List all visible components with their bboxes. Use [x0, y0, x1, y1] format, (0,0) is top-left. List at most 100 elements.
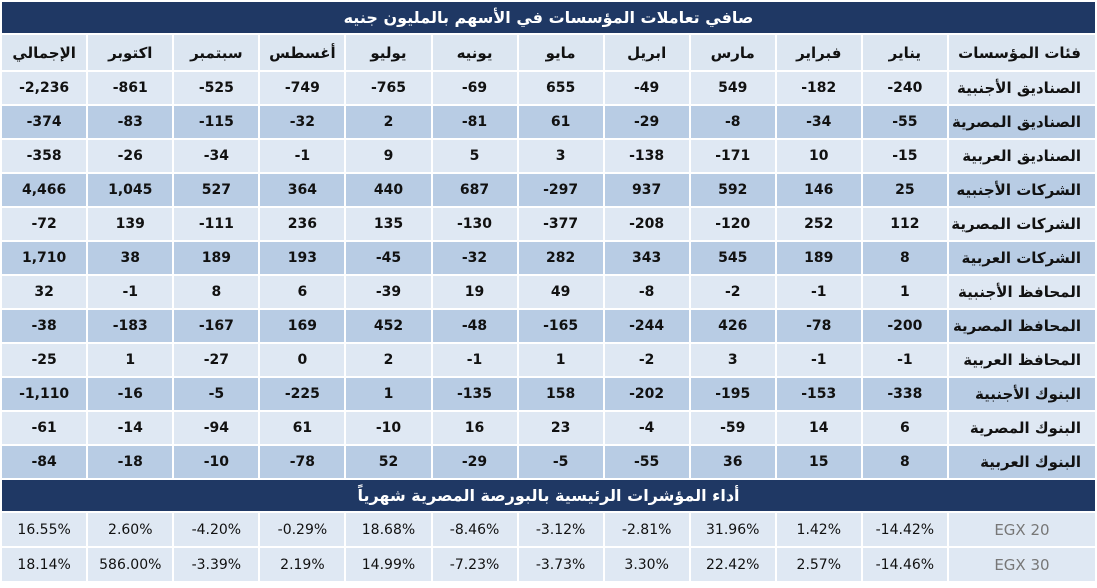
category-cell: المحافظ المصرية	[948, 310, 1095, 342]
value-cell: 236	[260, 208, 345, 240]
value-cell: -138	[604, 140, 689, 172]
value-cell: 0	[260, 344, 345, 376]
value-cell: -32	[260, 106, 345, 138]
value-cell: -1	[260, 140, 345, 172]
category-cell: المحافظ العربية	[948, 344, 1095, 376]
data-row: البنوك المصرية 6 14 -59 -4 23 16 -10 61 -94 -14 -61	[2, 412, 1095, 444]
value-cell: 426	[690, 310, 775, 342]
value-cell: -183	[88, 310, 173, 342]
category-cell: الصناديق العربية	[948, 140, 1095, 172]
index-value: 31.96%	[690, 513, 775, 546]
value-cell: 158	[518, 378, 603, 410]
section-title: أداء المؤشرات الرئيسية بالبورصة المصرية …	[2, 480, 1095, 511]
category-cell: الشركات العربية	[948, 242, 1095, 274]
index-value: 2.57%	[776, 548, 861, 581]
header-row: فئات المؤسسات يناير فبراير مارس ابريل مايو يون…	[2, 35, 1095, 70]
value-cell: -61	[2, 412, 87, 444]
value-cell: -29	[432, 446, 517, 478]
value-cell: -45	[346, 242, 431, 274]
value-cell: -4	[604, 412, 689, 444]
category-cell: الصناديق الأجنبية	[948, 72, 1095, 104]
value-cell: 1	[346, 378, 431, 410]
index-value: 3.30%	[604, 548, 689, 581]
value-cell: -195	[690, 378, 775, 410]
data-row: المحافظ المصرية -200 -78 426 -244 -165 -48 452 1…	[2, 310, 1095, 342]
value-cell: 655	[518, 72, 603, 104]
value-cell: -374	[2, 106, 87, 138]
index-value: -4.20%	[174, 513, 259, 546]
data-row: الشركات المصرية 112 252 -120 -208 -377 -130 135…	[2, 208, 1095, 240]
category-cell: البنوك المصرية	[948, 412, 1095, 444]
value-cell: -49	[604, 72, 689, 104]
value-cell: 36	[690, 446, 775, 478]
value-cell: 452	[346, 310, 431, 342]
column-header: فئات المؤسسات	[948, 35, 1095, 70]
category-cell: البنوك العربية	[948, 446, 1095, 478]
value-cell: 193	[260, 242, 345, 274]
value-cell: 10	[776, 140, 861, 172]
value-cell: 1,045	[88, 174, 173, 206]
value-cell: -171	[690, 140, 775, 172]
index-value: -3.39%	[174, 548, 259, 581]
value-cell: -83	[88, 106, 173, 138]
value-cell: -115	[174, 106, 259, 138]
value-cell: 15	[776, 446, 861, 478]
value-cell: 549	[690, 72, 775, 104]
value-cell: 545	[690, 242, 775, 274]
column-header: أغسطس	[260, 35, 345, 70]
value-cell: 592	[690, 174, 775, 206]
data-row: الصناديق العربية -15 10 -171 -138 3 5 9 -1 -34 -26…	[2, 140, 1095, 172]
value-cell: -10	[346, 412, 431, 444]
value-cell: -377	[518, 208, 603, 240]
column-header: اكتوبر	[88, 35, 173, 70]
value-cell: -78	[776, 310, 861, 342]
column-header: يوليو	[346, 35, 431, 70]
value-cell: -25	[2, 344, 87, 376]
value-cell: -182	[776, 72, 861, 104]
value-cell: 52	[346, 446, 431, 478]
value-cell: -749	[260, 72, 345, 104]
index-value: -3.73%	[518, 548, 603, 581]
index-name: EGX 30	[948, 548, 1095, 581]
value-cell: -225	[260, 378, 345, 410]
value-cell: -5	[174, 378, 259, 410]
value-cell: -29	[604, 106, 689, 138]
column-header: يونيه	[432, 35, 517, 70]
value-cell: -34	[776, 106, 861, 138]
table-title: صافي تعاملات المؤسسات في الأسهم بالمليون…	[2, 2, 1095, 33]
value-cell: 25	[862, 174, 947, 206]
value-cell: -34	[174, 140, 259, 172]
value-cell: 61	[518, 106, 603, 138]
value-cell: 3	[690, 344, 775, 376]
data-row: المحافظ العربية -1 -1 3 -2 1 -1 2 0 -27 1 -25	[2, 344, 1095, 376]
data-row: الصناديق الأجنبية -240 -182 549 -49 655 -69 -76…	[2, 72, 1095, 104]
value-cell: 49	[518, 276, 603, 308]
value-cell: -338	[862, 378, 947, 410]
index-value: -7.23%	[432, 548, 517, 581]
value-cell: -135	[432, 378, 517, 410]
value-cell: 19	[432, 276, 517, 308]
value-cell: 2	[346, 344, 431, 376]
value-cell: -5	[518, 446, 603, 478]
data-row: الصناديق المصرية -55 -34 -8 -29 61 -81 2 -32 -115…	[2, 106, 1095, 138]
column-header: مايو	[518, 35, 603, 70]
value-cell: 687	[432, 174, 517, 206]
data-row: المحافظ الأجنبية 1 -1 -2 -8 49 19 -39 6 8 -1 32	[2, 276, 1095, 308]
index-row: EGX 20 -14.42% 1.42% 31.96% -2.81% -3.12% -8.4…	[2, 513, 1095, 546]
title-bar: صافي تعاملات المؤسسات في الأسهم بالمليون…	[2, 2, 1095, 33]
value-cell: 135	[346, 208, 431, 240]
value-cell: -153	[776, 378, 861, 410]
index-value: -2.81%	[604, 513, 689, 546]
value-cell: 8	[862, 446, 947, 478]
value-cell: 169	[260, 310, 345, 342]
value-cell: 189	[776, 242, 861, 274]
value-cell: 440	[346, 174, 431, 206]
value-cell: 8	[862, 242, 947, 274]
value-cell: -48	[432, 310, 517, 342]
value-cell: 2	[346, 106, 431, 138]
data-row: البنوك العربية 8 15 36 -55 -5 -29 52 -78 -10 -18 -8…	[2, 446, 1095, 478]
value-cell: -84	[2, 446, 87, 478]
index-name: EGX 20	[948, 513, 1095, 546]
index-value: 18.68%	[346, 513, 431, 546]
